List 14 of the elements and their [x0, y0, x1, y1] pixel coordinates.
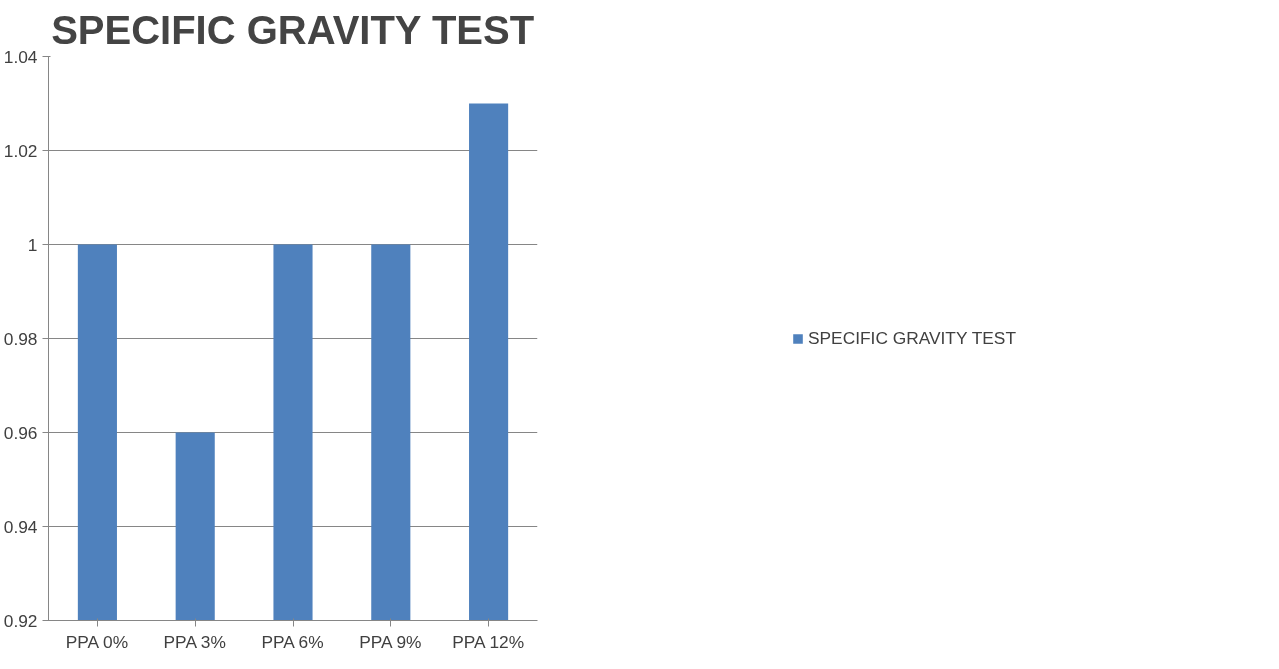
y-tick-label: 1.02 [3, 140, 38, 161]
x-tick-label: PPA 0% [65, 631, 129, 652]
x-tick-label: PPA 6% [261, 631, 324, 652]
y-tick-label: 0.98 [3, 328, 38, 349]
y-tick-label: 1 [27, 234, 38, 255]
legend-label: SPECIFIC GRAVITY TEST [808, 327, 1016, 349]
x-tick-label: PPA 3% [163, 631, 226, 652]
x-tick-label: PPA 12% [452, 631, 525, 652]
chart-title: SPECIFIC GRAVITY TEST [51, 7, 535, 52]
x-tick-label: PPA 9% [359, 631, 422, 652]
y-tick-label: 0.96 [3, 422, 38, 443]
y-tick-label: 1.04 [3, 46, 38, 67]
y-tick-label: 0.94 [3, 516, 38, 537]
y-tick-label: 0.92 [3, 610, 38, 631]
